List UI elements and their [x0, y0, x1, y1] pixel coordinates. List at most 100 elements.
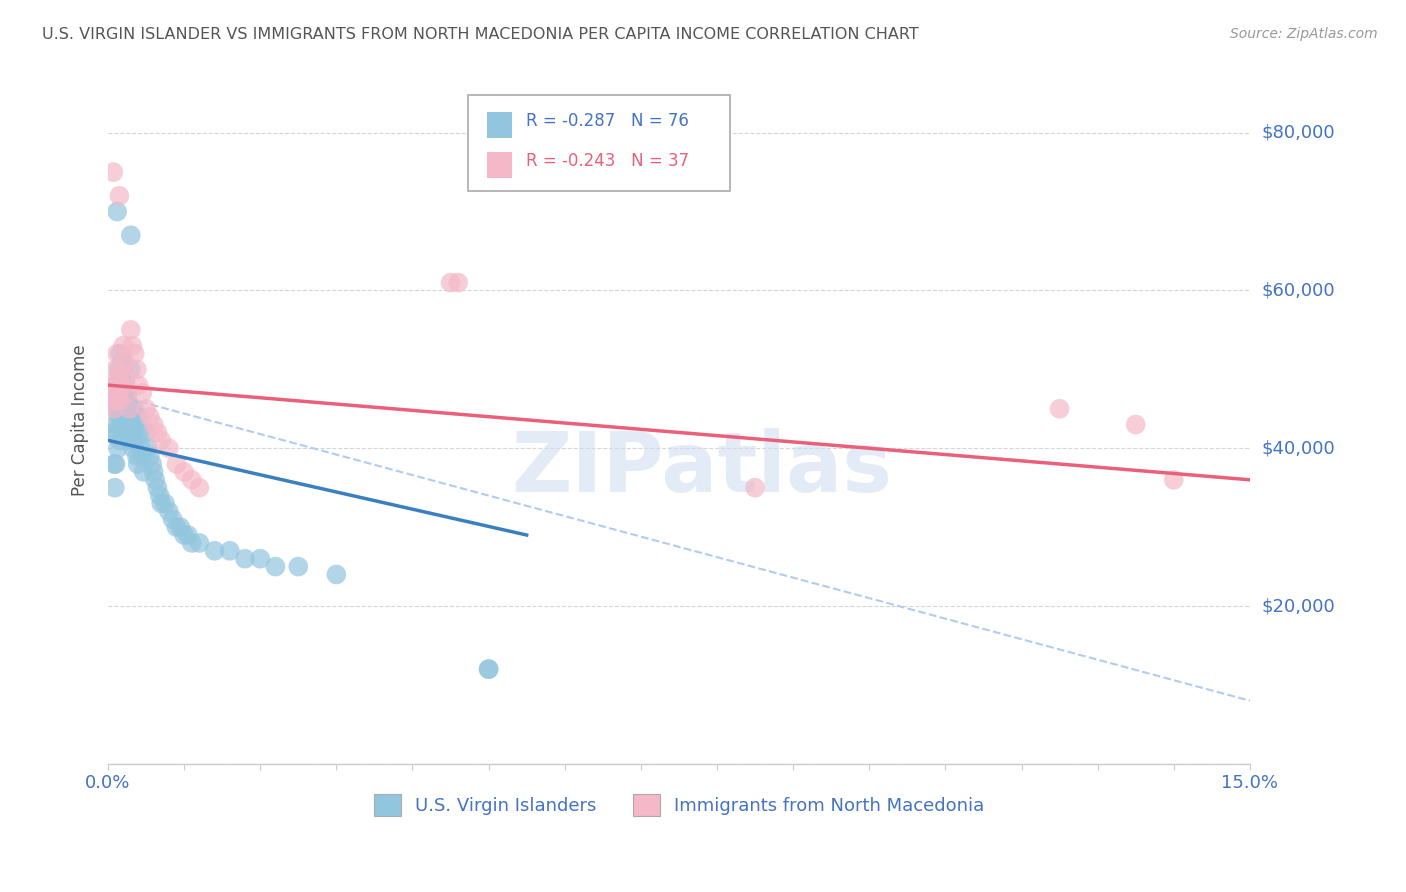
Point [141, 457, 163, 471]
Point [169, 520, 191, 534]
Point [143, 473, 166, 487]
Point [101, 386, 124, 401]
FancyBboxPatch shape [486, 112, 512, 138]
Point [173, 528, 195, 542]
Point [108, 393, 131, 408]
Point [103, 401, 125, 416]
Point [103, 425, 125, 440]
Point [166, 520, 188, 534]
Point [162, 512, 184, 526]
Point [139, 449, 162, 463]
Point [478, 662, 501, 676]
Point [121, 417, 143, 432]
Point [118, 401, 141, 416]
Point [287, 559, 309, 574]
Point [142, 417, 165, 432]
Point [264, 559, 287, 574]
Point [112, 362, 135, 376]
Point [105, 204, 128, 219]
Point [125, 449, 148, 463]
Point [204, 543, 226, 558]
Point [108, 346, 131, 360]
Point [107, 409, 129, 424]
Text: $40,000: $40,000 [1261, 439, 1334, 458]
Point [115, 370, 138, 384]
Point [103, 165, 125, 179]
Point [166, 457, 188, 471]
Point [115, 386, 138, 401]
Point [104, 481, 127, 495]
Point [103, 393, 125, 408]
Point [132, 465, 155, 479]
Point [233, 551, 256, 566]
Point [117, 409, 139, 424]
Point [104, 417, 127, 432]
Point [111, 354, 134, 368]
Point [146, 481, 169, 495]
Point [120, 401, 142, 416]
Point [104, 457, 127, 471]
Point [105, 425, 128, 440]
Point [107, 386, 129, 401]
Point [105, 401, 128, 416]
Point [125, 434, 148, 448]
Point [110, 370, 132, 384]
Text: Source: ZipAtlas.com: Source: ZipAtlas.com [1230, 27, 1378, 41]
Point [127, 457, 149, 471]
Point [112, 339, 135, 353]
Point [107, 362, 129, 376]
Point [114, 409, 136, 424]
Point [124, 346, 146, 360]
Text: $60,000: $60,000 [1261, 282, 1334, 300]
Point [120, 362, 142, 376]
Point [136, 442, 159, 456]
Point [111, 378, 134, 392]
Point [103, 457, 125, 471]
Point [131, 449, 153, 463]
Point [177, 528, 200, 542]
Point [173, 465, 195, 479]
Point [114, 425, 136, 440]
Point [188, 536, 211, 550]
Point [124, 401, 146, 416]
Point [325, 567, 347, 582]
Point [150, 434, 173, 448]
Point [115, 401, 138, 416]
Point [108, 386, 131, 401]
Point [135, 401, 157, 416]
Point [107, 370, 129, 384]
Point [115, 417, 138, 432]
FancyBboxPatch shape [486, 153, 512, 178]
Point [129, 442, 152, 456]
Point [135, 425, 157, 440]
Point [249, 551, 271, 566]
Point [117, 386, 139, 401]
Point [114, 354, 136, 368]
Point [124, 417, 146, 432]
Point [108, 393, 131, 408]
Point [112, 401, 135, 416]
Point [1049, 401, 1071, 416]
Point [149, 489, 172, 503]
Point [439, 276, 461, 290]
Text: $80,000: $80,000 [1261, 124, 1334, 142]
Point [105, 378, 128, 392]
Point [108, 188, 131, 202]
Point [114, 393, 136, 408]
Point [108, 434, 131, 448]
Point [218, 543, 240, 558]
Text: $20,000: $20,000 [1261, 597, 1334, 615]
Point [101, 393, 124, 408]
Point [121, 339, 143, 353]
Point [120, 434, 142, 448]
Point [120, 228, 142, 243]
Text: U.S. VIRGIN ISLANDER VS IMMIGRANTS FROM NORTH MACEDONIA PER CAPITA INCOME CORREL: U.S. VIRGIN ISLANDER VS IMMIGRANTS FROM … [42, 27, 920, 42]
Point [117, 393, 139, 408]
Point [150, 496, 173, 510]
Point [188, 481, 211, 495]
Point [118, 417, 141, 432]
Point [131, 386, 153, 401]
Point [104, 378, 127, 392]
Point [122, 442, 145, 456]
Point [127, 378, 149, 392]
